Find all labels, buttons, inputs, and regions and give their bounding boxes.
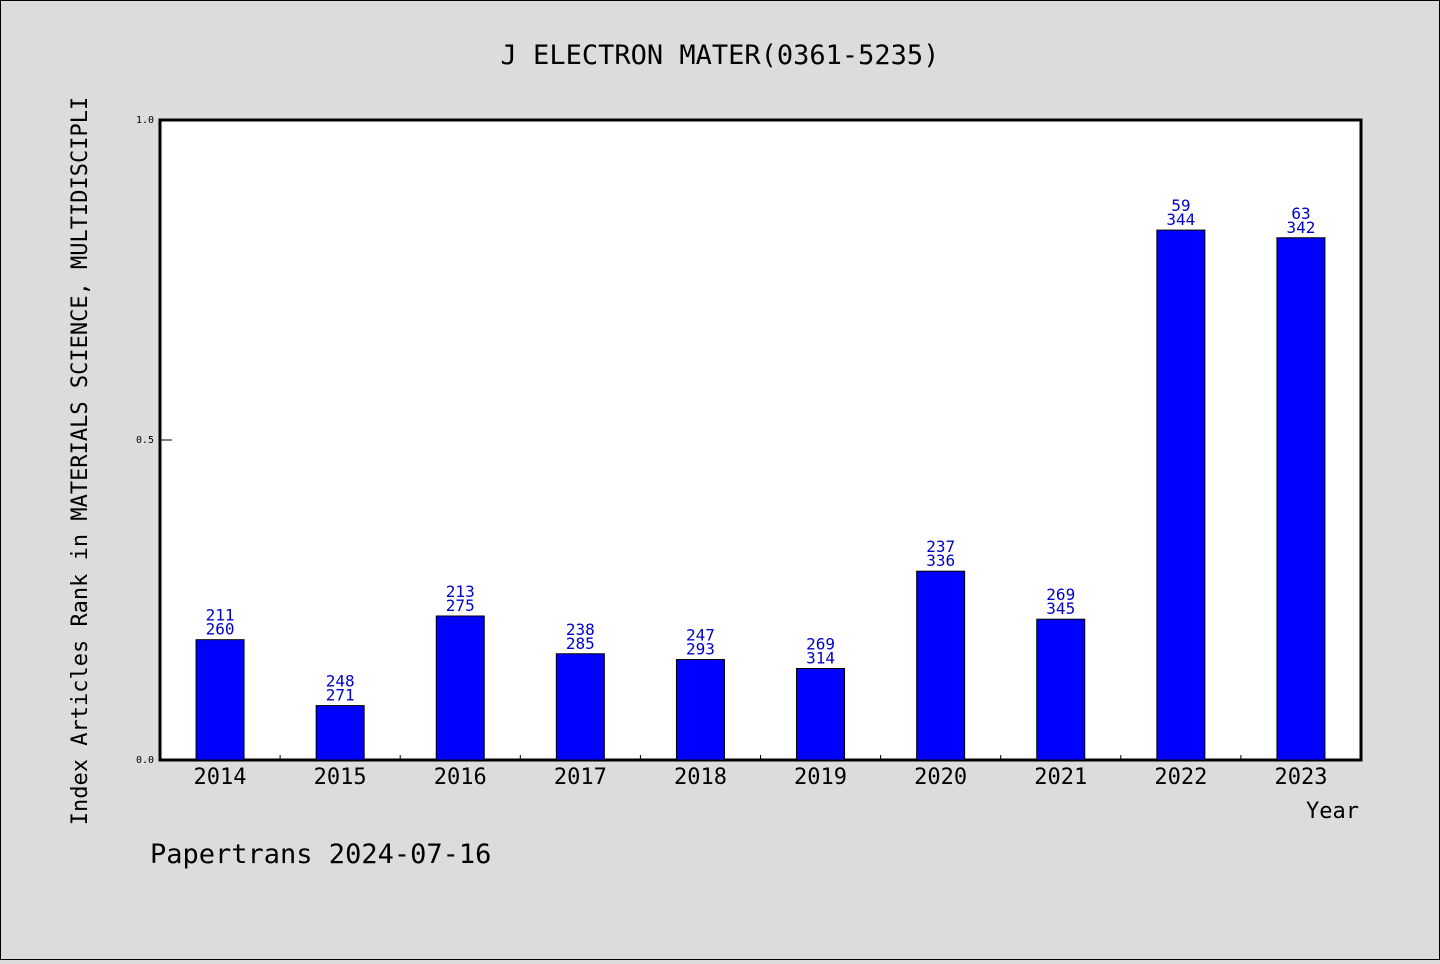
x-tick-label-2015: 2015 — [314, 765, 367, 790]
bar-2021 — [1036, 618, 1086, 761]
bar-2022 — [1156, 229, 1206, 761]
bar-2017 — [555, 653, 605, 761]
bar-label-top-2016: 213 — [446, 582, 475, 601]
bar-2016 — [435, 615, 485, 761]
y-tick-label-0.5: 0.5 — [136, 435, 154, 446]
bar-2015 — [315, 705, 365, 761]
x-tick-label-2017: 2017 — [554, 765, 607, 790]
x-tick-label-2016: 2016 — [434, 765, 487, 790]
bar-label-top-2023: 63 — [1291, 204, 1310, 223]
y-tick-label-0.0: 0.0 — [136, 755, 154, 766]
x-tick-label-2014: 2014 — [194, 765, 247, 790]
bar-label-bottom-2015: 271 — [326, 686, 355, 705]
bar-label-top-2021: 269 — [1046, 585, 1075, 604]
bar-2014 — [195, 639, 245, 761]
bar-label-top-2014: 211 — [206, 606, 235, 625]
x-tick-label-2021: 2021 — [1034, 765, 1087, 790]
bar-2018 — [675, 659, 725, 761]
bar-label-bottom-2016: 275 — [446, 596, 475, 615]
bar-label-top-2017: 238 — [566, 620, 595, 639]
x-tick-label-2018: 2018 — [674, 765, 727, 790]
bar-label-top-2015: 248 — [326, 672, 355, 691]
bar-label-bottom-2021: 345 — [1046, 599, 1075, 618]
source-footer: Papertrans 2024-07-16 — [150, 839, 491, 870]
bar-label-bottom-2019: 314 — [806, 648, 835, 667]
bar-label-bottom-2017: 285 — [566, 634, 595, 653]
bar-label-top-2020: 237 — [926, 537, 955, 556]
bar-label-bottom-2023: 342 — [1286, 218, 1315, 237]
y-axis: 0.0 0.5 1.0 — [136, 115, 172, 766]
bar-2023 — [1276, 237, 1326, 761]
x-tick-label-2022: 2022 — [1154, 765, 1207, 790]
bar-2020 — [916, 570, 966, 761]
x-tick-label-2023: 2023 — [1274, 765, 1327, 790]
bar-label-bottom-2014: 260 — [206, 620, 235, 639]
x-axis: 2014 2015 2016 2017 2018 2019 2020 2021 2022 2023 — [194, 755, 1327, 790]
bar-2019 — [796, 667, 846, 761]
bar-label-top-2019: 269 — [806, 634, 835, 653]
x-axis-label: Year — [1306, 799, 1359, 824]
x-tick-label-2020: 2020 — [914, 765, 967, 790]
bar-label-bottom-2018: 293 — [686, 640, 715, 659]
y-tick-label-1.0: 1.0 — [136, 115, 154, 126]
y-axis-label: Index Articles Rank in MATERIALS SCIENCE… — [68, 97, 93, 825]
chart-title: J ELECTRON MATER(0361-5235) — [501, 40, 940, 71]
bar-label-top-2018: 247 — [686, 626, 715, 645]
bar-label-bottom-2020: 336 — [926, 551, 955, 570]
bar-label-top-2022: 59 — [1171, 196, 1190, 215]
x-tick-label-2019: 2019 — [794, 765, 847, 790]
bar-label-bottom-2022: 344 — [1166, 210, 1195, 229]
